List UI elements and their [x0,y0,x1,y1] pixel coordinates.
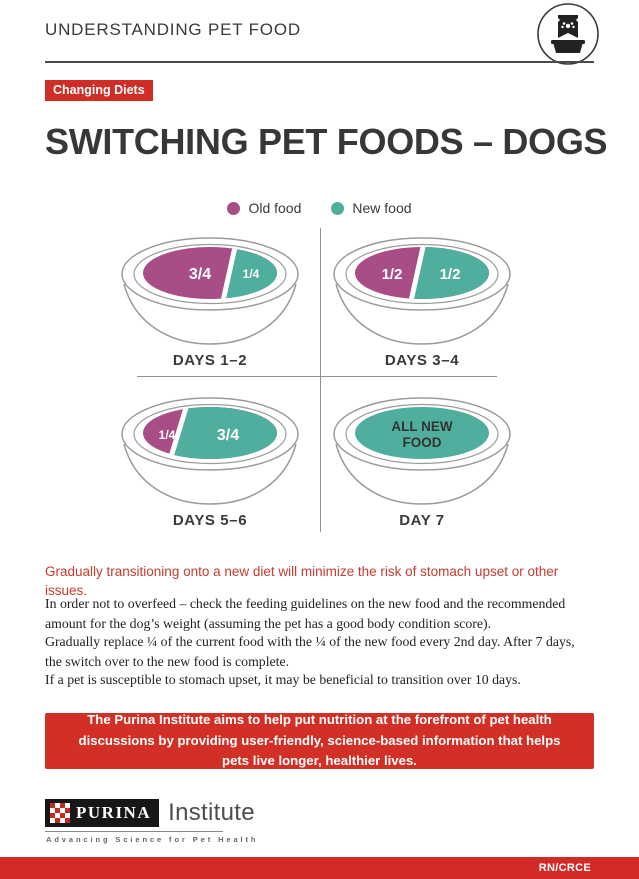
legend-item-old-food: Old food [227,200,301,216]
paragraph-replace-quarter: Gradually replace ¼ of the current food … [45,634,575,669]
bottom-red-bar: RN/CRCE [0,857,639,879]
old-food-fraction: 1/4 [159,428,176,442]
institute-wordmark: Institute [168,799,255,826]
all-new-food-label-line2: FOOD [403,435,442,450]
vertical-divider [320,228,321,532]
purina-institute-banner: The Purina Institute aims to help put nu… [45,712,594,769]
pet-food-bag-bowl-icon [536,2,600,66]
old-food-dot-icon [227,201,241,215]
legend-label: Old food [248,200,302,216]
bowl-caption-days-1-2: DAYS 1–2 [172,352,248,369]
highlight-sentence: Gradually transitioning onto a new diet … [45,564,559,598]
new-food-fraction: 1/4 [243,267,260,281]
purina-institute-logo: PURINA Institute [45,799,255,827]
bowl-days-3-4: 1/2 1/2 [333,237,511,345]
bowl-days-1-2: 3/4 1/4 [121,237,299,345]
purina-checkerboard-icon [50,803,70,823]
logo-underline [45,831,223,832]
legend-item-new-food: New food [331,200,412,216]
page-header-title: UNDERSTANDING PET FOOD [45,20,301,39]
paragraph-overfeed: In order not to overfeed – check the fee… [45,596,566,631]
transition-diagram: 3/4 1/4 DAYS 1–2 1/2 1/2 DAYS 3–4 1/4 3/… [0,228,639,540]
new-food-fraction: 1/2 [440,266,461,283]
logo-tagline: Advancing Science for Pet Health [46,835,259,844]
legend: Old food New food [0,200,639,216]
new-food-dot-icon [331,201,345,215]
horizontal-divider [137,376,497,377]
old-food-fraction: 3/4 [189,266,211,283]
all-new-food-label-line1: ALL NEW [391,419,453,434]
legend-label: New food [352,200,412,216]
document-code: RN/CRCE [538,862,591,874]
banner-text: The Purina Institute aims to help put nu… [78,712,561,769]
category-badge: Changing Diets [45,80,153,101]
purina-wordmark: PURINA [76,803,152,822]
bowl-caption-days-5-6: DAYS 5–6 [172,512,248,529]
new-food-fraction: 3/4 [217,427,239,444]
purina-logo-bar: PURINA [45,799,160,827]
paragraph-stomach-upset: If a pet is susceptible to stomach upset… [45,672,521,687]
old-food-fraction: 1/2 [382,266,403,283]
bowl-day-7: ALL NEW FOOD [333,397,511,505]
bowl-caption-days-3-4: DAYS 3–4 [384,352,460,369]
page-title: SWITCHING PET FOODS – DOGS [45,121,608,162]
header-divider [45,61,594,63]
bowl-caption-day-7: DAY 7 [399,512,445,529]
bowl-days-5-6: 1/4 3/4 [121,397,299,505]
